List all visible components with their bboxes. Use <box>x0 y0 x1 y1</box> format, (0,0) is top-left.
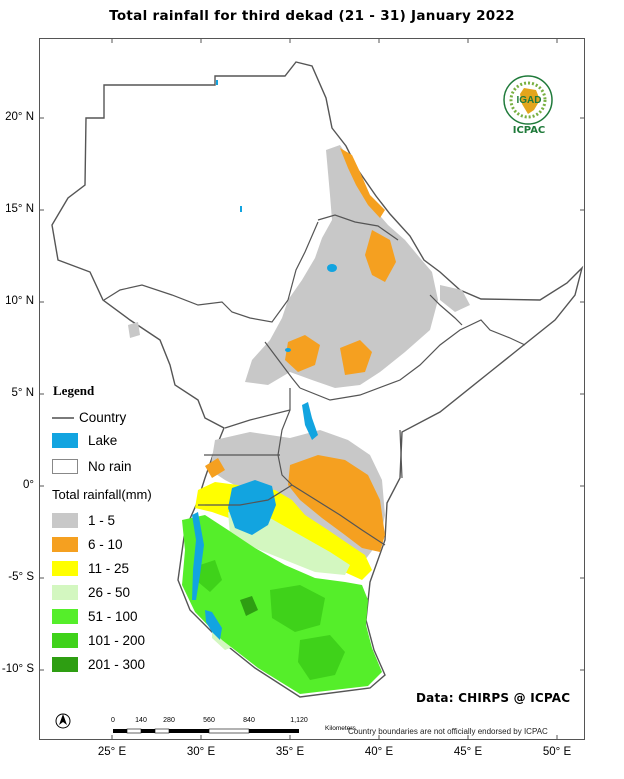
rainfall-class-swatch <box>52 657 78 672</box>
rainfall-class-label: 6 - 10 <box>88 537 123 552</box>
lon-tick: 45° E <box>453 746 483 758</box>
lon-tick: 25° E <box>97 746 127 758</box>
lat-tick: -5° S <box>8 571 34 583</box>
lat-tick: 20° N <box>5 111 34 123</box>
legend-class-row: 101 - 200 <box>52 632 145 649</box>
igad-logo: IGAD ICPAC <box>498 76 560 137</box>
country-boundaries <box>103 214 526 546</box>
boundary-disclaimer: Country boundaries are not officially en… <box>348 727 548 736</box>
legend-class-row: 1 - 5 <box>52 512 115 529</box>
legend-country-row: Country <box>52 409 126 426</box>
scale-tick-label: 560 <box>203 717 215 724</box>
lat-tick: 0° <box>23 479 34 491</box>
rainfall-6-10 <box>205 148 396 552</box>
rainfall-class-label: 11 - 25 <box>88 561 130 576</box>
legend-class-row: 11 - 25 <box>52 560 129 577</box>
legend-no-rain-label: No rain <box>88 459 132 474</box>
legend-lake-row: Lake <box>52 432 117 449</box>
rainfall-101-200 <box>198 560 345 680</box>
legend-rainfall-title: Total rainfall(mm) <box>52 487 152 502</box>
lon-tick: 40° E <box>364 746 394 758</box>
lat-tick: 10° N <box>5 295 34 307</box>
scale-tick-label: 0 <box>111 717 115 724</box>
logo-org-text: ICPAC <box>512 125 546 136</box>
rainfall-class-label: 26 - 50 <box>88 585 131 600</box>
legend-title: Legend <box>53 383 95 398</box>
legend-class-row: 6 - 10 <box>52 536 123 553</box>
scale-bar <box>113 728 299 734</box>
legend-country-label: Country <box>79 410 127 425</box>
rainfall-class-label: 1 - 5 <box>88 513 116 528</box>
lon-tick: 30° E <box>186 746 216 758</box>
rainfall-class-label: 51 - 100 <box>88 609 138 624</box>
rainfall-class-swatch <box>52 585 78 600</box>
no-rain-swatch <box>52 459 78 474</box>
scale-tick-label: 840 <box>243 717 255 724</box>
scale-unit-label: Kilometers <box>325 725 356 732</box>
scale-tick-label: 280 <box>163 717 175 724</box>
lakes <box>192 80 337 640</box>
country-line-swatch <box>52 416 74 419</box>
rainfall-class-swatch <box>52 537 78 552</box>
rainfall-class-swatch <box>52 561 78 576</box>
logo-badge-text: IGAD <box>516 94 542 106</box>
rainfall-201-300 <box>240 596 258 616</box>
lat-tick: 5° N <box>11 387 35 399</box>
legend-class-row: 201 - 300 <box>52 656 145 673</box>
scale-tick-label: 1,120 <box>290 717 308 724</box>
rainfall-class-label: 201 - 300 <box>88 657 146 672</box>
rainfall-class-swatch <box>52 633 78 648</box>
lon-tick: 50° E <box>542 746 572 758</box>
legend-no-rain-row: No rain <box>52 458 132 475</box>
map-title: Total rainfall for third dekad (21 - 31)… <box>109 8 515 24</box>
rainfall-class-swatch <box>52 609 78 624</box>
legend-class-row: 51 - 100 <box>52 608 138 625</box>
data-credit: Data: CHIRPS @ ICPAC <box>416 691 571 705</box>
graticule-ticks <box>39 38 585 740</box>
lake-swatch <box>52 433 78 448</box>
rainfall-class-swatch <box>52 513 78 528</box>
north-arrow-icon <box>55 713 71 729</box>
scale-tick-label: 140 <box>135 717 147 724</box>
legend-class-row: 26 - 50 <box>52 584 130 601</box>
legend-lake-label: Lake <box>88 433 118 448</box>
igad-logo-emblem <box>503 75 553 125</box>
lat-tick: -10° S <box>1 663 34 675</box>
map-frame <box>39 38 585 740</box>
lon-tick: 35° E <box>275 746 305 758</box>
rainfall-class-label: 101 - 200 <box>88 633 146 648</box>
lat-tick: 15° N <box>5 203 34 215</box>
